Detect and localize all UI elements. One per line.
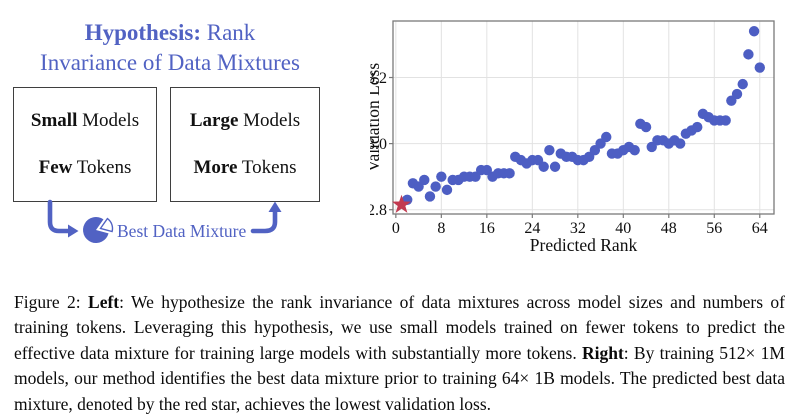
hypothesis-title-bold: Hypothesis: [84,20,201,45]
series-data-mixtures [402,26,765,205]
x-axis-label: Predicted Rank [530,235,638,255]
pie-chart-icon [83,216,114,243]
more-bold: More [193,157,238,178]
best-mixture-star [392,194,412,213]
hypothesis-title-rest: Rank [200,20,256,45]
x-tick-label: 56 [706,220,722,237]
caption-bold-segment: Right [581,342,624,363]
figure-caption: Figure 2: Left: We hypothesize the rank … [14,290,785,417]
more-tokens-line: More Tokens [194,157,297,179]
down-right-arrowhead-icon [68,224,79,238]
pie-chart-body [83,216,109,243]
data-point [629,145,640,156]
data-point [419,174,430,186]
pie-chart-wedge [99,217,114,233]
x-tick-label: 40 [615,220,631,237]
large-models-box: Large Models More Tokens [170,87,320,202]
data-point [640,121,652,133]
data-point [748,26,760,37]
data-point [424,191,436,202]
large-rest: Models [238,110,301,131]
caption-segment: : By training 512× 1M models, our method… [14,342,785,414]
more-rest: Tokens [237,157,297,178]
x-tick-label: 8 [437,220,445,237]
x-tick-label: 64 [752,220,768,237]
caption-bold-segment: Left [88,292,120,312]
few-tokens-line: Few Tokens [39,157,132,179]
down-right-arrow-icon [47,199,71,234]
data-point [692,121,703,133]
data-point [549,161,561,172]
large-models-line: Large Models [190,110,300,132]
data-point [737,78,748,90]
caption-segment: Figure 2: [14,292,89,312]
y-tick-label: 3.0 [370,136,387,153]
small-models-line: Small Models [31,110,139,132]
validation-loss-scatter-plot: 0 8 16 24 32 40 48 56 64 2.8 3.0 3.2 Predicted Rank V… [370,20,775,255]
hypothesis-title: Hypothesis: Rank Invariance of Data Mixt… [0,18,340,79]
data-point [720,115,731,126]
best-data-mixture-label: Best Data Mixture [117,221,247,241]
model-boxes: Small Models Few Tokens Large Models Mor… [13,87,320,202]
data-point [674,138,686,149]
data-point [743,49,754,60]
data-point [441,184,453,196]
right-up-arrowhead-icon [268,201,282,212]
y-tick-label: 3.2 [370,70,387,87]
hypothesis-title-line2: Invariance of Data Mixtures [40,50,300,76]
x-tick-label: 24 [524,220,540,237]
large-bold: Large [189,110,239,131]
few-bold: Few [38,157,73,178]
data-point [504,168,515,179]
data-point [754,62,765,73]
data-point [601,131,612,143]
data-point [436,171,447,182]
plot-border [392,20,775,215]
data-point [544,145,555,156]
x-tick-label: 16 [479,220,495,237]
right-up-arrow-icon [250,209,278,234]
x-axis: 0 8 16 24 32 40 48 56 64 [392,214,768,237]
x-tick-label: 32 [570,220,586,237]
x-tick-label: 48 [661,220,677,237]
caption-segment: : We hypothesize the rank invariance of … [14,292,785,363]
few-rest: Tokens [72,157,132,178]
best-mixture-flow: Best Data Mixture [47,199,282,243]
data-point [731,88,743,100]
y-tick-label: 2.8 [370,202,387,219]
series-predicted-best-data-mixture [392,194,412,213]
y-axis-label: Validation Loss [370,63,383,173]
small-rest: Models [77,110,140,131]
y-axis: 2.8 3.0 3.2 [370,70,393,219]
data-point [538,161,549,172]
small-bold: Small [30,110,78,131]
data-point [430,181,441,192]
small-models-box: Small Models Few Tokens [13,87,157,202]
x-tick-label: 0 [392,220,400,237]
